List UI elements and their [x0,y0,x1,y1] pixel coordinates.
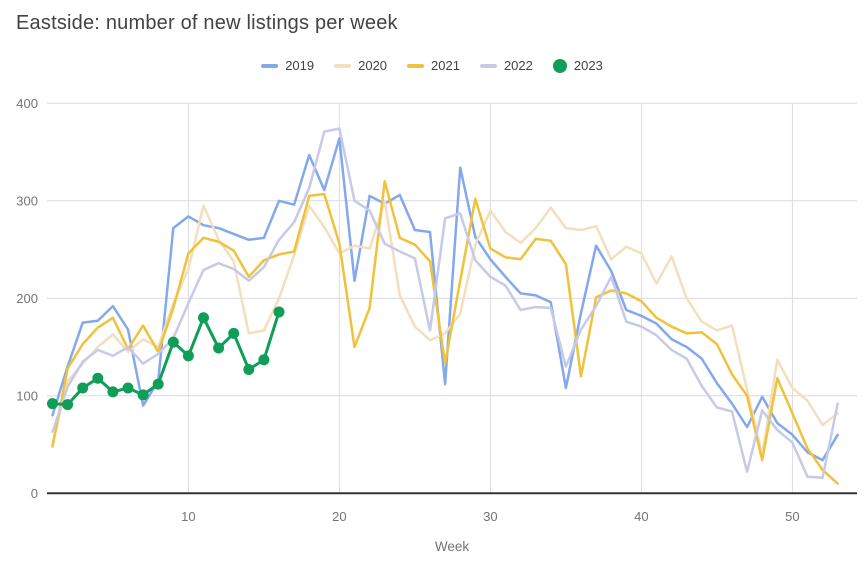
legend-item-2020: 2020 [334,58,387,73]
series-line-2019 [51,137,839,462]
x-tick-label: 10 [181,509,195,524]
legend-label: 2019 [285,58,315,73]
y-tick-label: 100 [16,388,38,403]
legend-item-2021: 2021 [407,58,460,73]
data-point-2023 [213,342,225,354]
series-line-2021 [51,180,839,485]
x-axis-title: Week [435,539,470,554]
legend-label: 2022 [503,58,533,73]
data-point-2023 [77,382,89,394]
y-tick-label: 0 [31,486,38,501]
legend-item-2022: 2022 [479,58,533,73]
series-line-2023 [51,310,281,407]
series-line-2020 [51,199,839,456]
legend-marker-2023 [552,58,567,73]
data-point-2023 [243,363,255,375]
data-point-2023 [47,398,58,410]
y-tick-label: 400 [16,96,38,111]
chart-legend: 2019 2020 2021 2022 2023 [0,58,864,73]
data-point-2023 [228,327,240,339]
series-line-2022 [51,127,839,479]
y-tick-label: 200 [16,291,38,306]
data-point-2023 [122,382,134,394]
legend-label: 2021 [431,58,460,73]
legend-swatch-2019 [261,63,279,68]
legend-swatch-2021 [407,63,425,68]
data-point-2023 [167,336,179,348]
data-point-2023 [258,354,270,366]
x-tick-label: 20 [332,509,346,524]
data-point-2023 [92,372,104,384]
legend-label: 2023 [573,58,603,73]
x-tick-label: 40 [634,509,648,524]
legend-swatch-2022 [479,63,497,68]
data-point-2023 [198,312,209,324]
data-point-2023 [182,350,194,362]
y-tick-label: 300 [16,193,38,208]
data-point-2023 [152,378,164,390]
x-tick-label: 30 [483,509,497,524]
data-point-2023 [62,399,74,411]
x-tick-label: 50 [785,509,799,524]
chart-title: Eastside: number of new listings per wee… [16,12,398,34]
data-point-2023 [137,389,149,401]
data-point-2023 [107,386,119,398]
legend-item-2023: 2023 [552,58,603,73]
legend-item-2019: 2019 [261,58,314,73]
legend-swatch-2020 [334,63,352,68]
legend-label: 2020 [358,58,388,73]
data-point-2023 [273,306,285,318]
